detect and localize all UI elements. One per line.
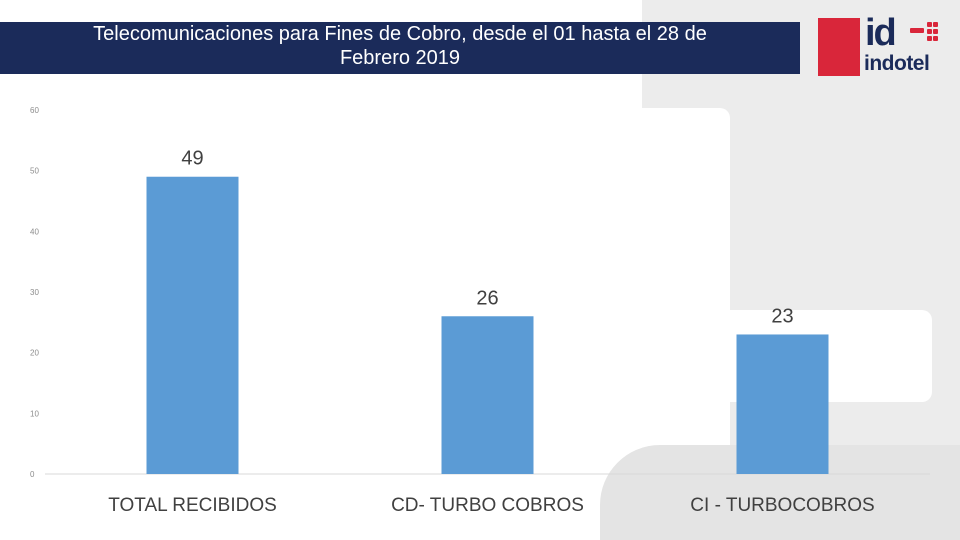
- logo-mark-text: id: [865, 12, 897, 54]
- page-title-line1: Telecomunicaciones para Fines de Cobro, …: [93, 23, 707, 45]
- bar: [146, 176, 239, 474]
- data-label: 49: [181, 148, 203, 170]
- y-tick-label: 50: [30, 167, 39, 176]
- y-tick-label: 0: [30, 470, 35, 479]
- data-label: 23: [771, 305, 793, 327]
- x-tick-label: CD- TURBO COBROS: [391, 495, 584, 516]
- y-tick-label: 30: [30, 288, 39, 297]
- y-tick-label: 40: [30, 227, 39, 236]
- logo-wordmark: indotel: [864, 52, 930, 75]
- indotel-logo: id indotel: [818, 12, 942, 76]
- title-banner: Telecomunicaciones para Fines de Cobro, …: [0, 22, 800, 74]
- bar: [441, 316, 534, 474]
- y-tick-label: 10: [30, 409, 39, 418]
- logo-red-block: [818, 18, 860, 76]
- logo-dots-icon: [910, 22, 938, 48]
- y-tick-label: 60: [30, 106, 39, 115]
- bar: [736, 334, 829, 474]
- page-title-line2: Febrero 2019: [339, 47, 461, 69]
- y-tick-label: 20: [30, 349, 39, 358]
- data-label: 26: [476, 287, 498, 309]
- x-tick-label: CI - TURBOCOBROS: [690, 495, 874, 516]
- x-tick-label: TOTAL RECIBIDOS: [108, 495, 277, 516]
